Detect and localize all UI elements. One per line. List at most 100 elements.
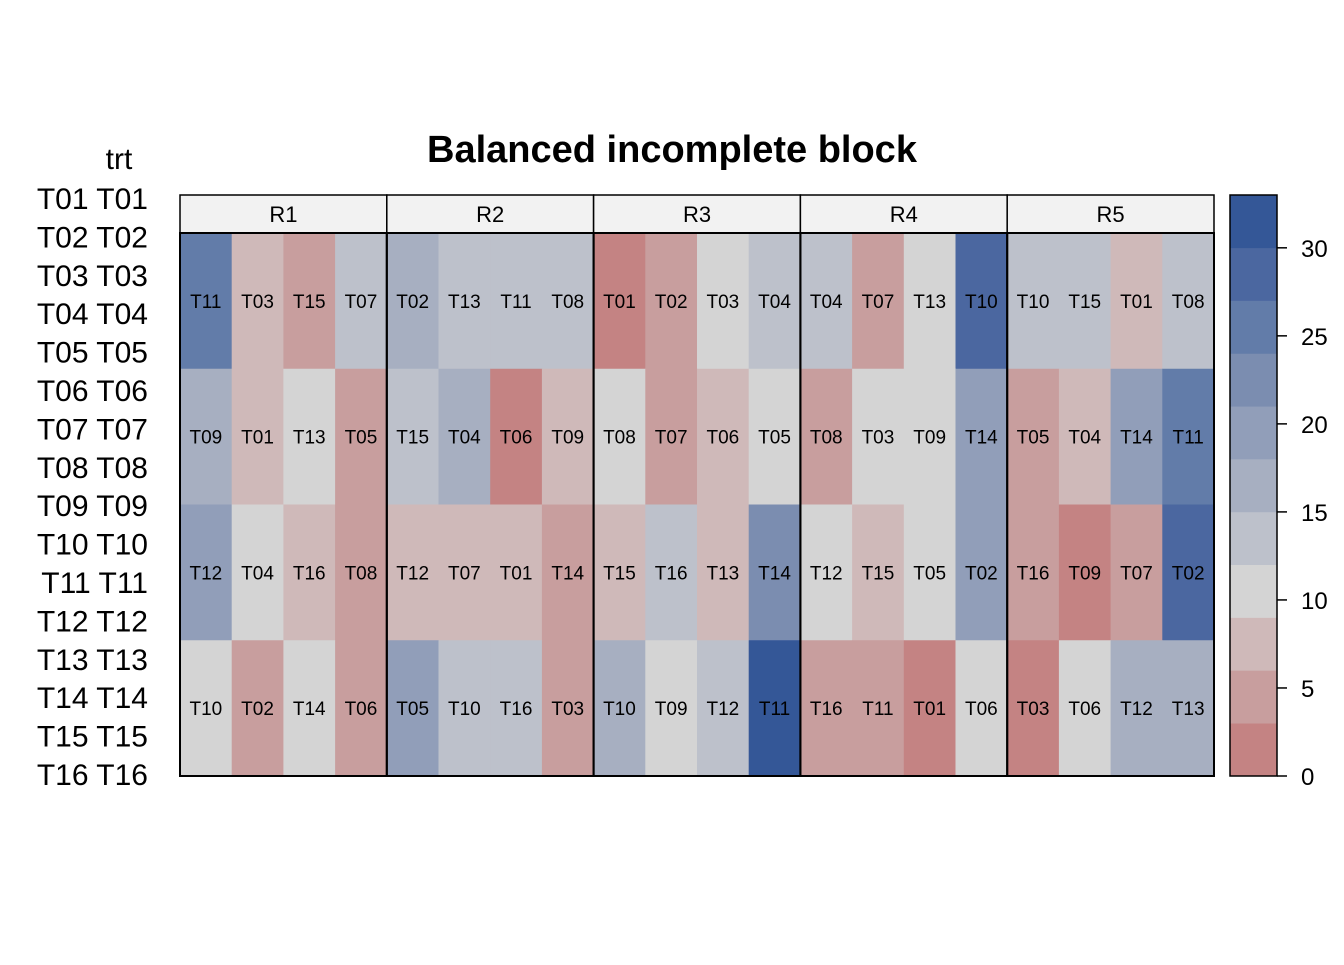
panel-strip-label: R1 bbox=[269, 202, 297, 227]
heatmap-cell bbox=[593, 233, 646, 370]
heatmap-cell bbox=[955, 504, 1008, 641]
heatmap-cell bbox=[541, 504, 594, 641]
heatmap-cell bbox=[645, 368, 698, 505]
cell-label: T06 bbox=[706, 428, 739, 449]
heatmap-cell bbox=[386, 640, 439, 777]
heatmap-cell bbox=[1007, 233, 1060, 370]
cell-label: T01 bbox=[913, 699, 946, 720]
cell-label: T15 bbox=[396, 428, 429, 449]
heatmap-cell bbox=[748, 640, 801, 777]
colorbar-border bbox=[1229, 194, 1278, 777]
heatmap-cell bbox=[593, 368, 646, 505]
heatmap-cell bbox=[800, 640, 853, 777]
cell-label: T06 bbox=[1068, 699, 1101, 720]
cell-label: T13 bbox=[913, 292, 946, 313]
heatmap-cell bbox=[283, 640, 336, 777]
cell-label: T07 bbox=[345, 292, 378, 313]
cell-label: T12 bbox=[1120, 699, 1153, 720]
colorbar-tick-label: 20 bbox=[1301, 412, 1328, 439]
heatmap-cell bbox=[335, 504, 388, 641]
heatmap-cell bbox=[180, 233, 233, 370]
cell-label: T12 bbox=[810, 563, 843, 584]
colorbar-tick-label: 5 bbox=[1301, 676, 1314, 703]
panel-strip bbox=[1006, 194, 1215, 234]
heatmap-cell bbox=[1058, 233, 1111, 370]
cell-label: T02 bbox=[1172, 563, 1205, 584]
cell-label: T16 bbox=[655, 563, 688, 584]
heatmap-cell bbox=[386, 504, 439, 641]
heatmap-cell bbox=[645, 504, 698, 641]
cell-label: T09 bbox=[551, 428, 584, 449]
heatmap-cell bbox=[541, 640, 594, 777]
cell-label: T10 bbox=[965, 292, 998, 313]
colorbar: 0 5 10 15 20 25 30 bbox=[1229, 194, 1328, 791]
cell-label: T09 bbox=[913, 428, 946, 449]
cell-label: T14 bbox=[1120, 428, 1153, 449]
heatmap-cell bbox=[697, 368, 750, 505]
cell-label: T03 bbox=[706, 292, 739, 313]
heatmap-cell bbox=[1058, 368, 1111, 505]
cell-label: T09 bbox=[189, 428, 222, 449]
heatmap-cell bbox=[283, 504, 336, 641]
legend-entry: T14 T14 bbox=[37, 682, 148, 715]
heatmap-cell bbox=[903, 368, 956, 505]
colorbar-swatch bbox=[1230, 564, 1277, 618]
cell-label: T10 bbox=[189, 699, 222, 720]
cell-label: T15 bbox=[293, 292, 326, 313]
panels-layer: R1 R2 R3 R4 R5 bbox=[179, 194, 1216, 777]
cell-label: T12 bbox=[396, 563, 429, 584]
chart-title: Balanced incomplete block bbox=[427, 129, 918, 171]
cell-label: T07 bbox=[1120, 563, 1153, 584]
heatmap-cell bbox=[800, 504, 853, 641]
cell-label: T04 bbox=[758, 292, 791, 313]
heatmap-cell bbox=[180, 368, 233, 505]
cell-label: T13 bbox=[1172, 699, 1205, 720]
cell-label: T14 bbox=[551, 563, 584, 584]
heatmap-cell bbox=[1007, 504, 1060, 641]
cell-label: T13 bbox=[706, 563, 739, 584]
cell-label: T10 bbox=[448, 699, 481, 720]
heatmap-cell bbox=[852, 640, 905, 777]
panel-r2: T02 T13 T11 T08 T15 T04 T06 T09 T12 T07 T01 T14 T05 T… bbox=[386, 233, 594, 777]
colorbar-tick-label: 10 bbox=[1301, 588, 1328, 615]
heatmap-cell bbox=[748, 233, 801, 370]
cell-label: T06 bbox=[345, 699, 378, 720]
heatmap-cell bbox=[955, 640, 1008, 777]
heatmap-cell bbox=[697, 233, 750, 370]
heatmap-cell bbox=[852, 233, 905, 370]
cell-label: T04 bbox=[810, 292, 843, 313]
heatmap-cell bbox=[903, 233, 956, 370]
panel-strip-label: R5 bbox=[1097, 202, 1125, 227]
cell-label: T11 bbox=[190, 292, 221, 313]
heatmap-cell bbox=[1058, 640, 1111, 777]
panel-r5: T10 T15 T01 T08 T05 T04 T14 T11 T16 T09 T07 T02 T03 T… bbox=[1007, 233, 1215, 777]
cell-label: T07 bbox=[448, 563, 481, 584]
heatmap-cell bbox=[1110, 640, 1163, 777]
heatmap-cell bbox=[335, 233, 388, 370]
colorbar-swatch bbox=[1230, 195, 1277, 249]
panel-strip bbox=[179, 194, 388, 234]
heatmap-cell bbox=[283, 368, 336, 505]
colorbar-tick-label: 0 bbox=[1301, 764, 1314, 791]
cell-label: T11 bbox=[500, 292, 531, 313]
cell-label: T09 bbox=[655, 699, 688, 720]
cell-label: T03 bbox=[1017, 699, 1050, 720]
heatmap-cell bbox=[697, 640, 750, 777]
heatmap-cell bbox=[748, 368, 801, 505]
cell-label: T01 bbox=[603, 292, 636, 313]
heatmap-cell bbox=[903, 504, 956, 641]
heatmap-cell bbox=[955, 233, 1008, 370]
cell-label: T16 bbox=[1017, 563, 1050, 584]
legend-entry: T03 T03 bbox=[37, 260, 148, 293]
heatmap-cell bbox=[800, 368, 853, 505]
cell-label: T16 bbox=[810, 699, 843, 720]
cell-label: T08 bbox=[345, 563, 378, 584]
cell-label: T13 bbox=[448, 292, 481, 313]
legend-entry: T12 T12 bbox=[37, 605, 148, 638]
heatmap-cell bbox=[231, 640, 284, 777]
panel-strip-label: R3 bbox=[683, 202, 711, 227]
colorbar-swatch bbox=[1230, 617, 1277, 671]
cell-label: T09 bbox=[1068, 563, 1101, 584]
heatmap-cell bbox=[852, 368, 905, 505]
